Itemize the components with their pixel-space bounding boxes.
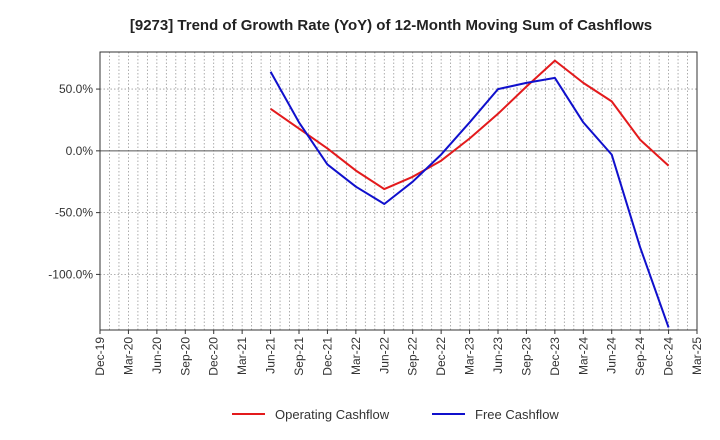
x-tick-label: Mar-22 — [349, 337, 363, 375]
x-tick-label: Jun-23 — [491, 337, 505, 374]
y-axis: 50.0% 0.0% -50.0% -100.0% — [48, 82, 100, 281]
x-tick-label: Dec-21 — [320, 337, 334, 376]
series-line-operating-cashflow — [270, 59, 670, 191]
legend-label: Operating Cashflow — [275, 407, 390, 422]
series-lines — [269, 59, 670, 328]
x-tick-label: Sep-24 — [633, 337, 647, 376]
x-tick-label: Jun-24 — [605, 337, 619, 374]
x-tick-label: Sep-21 — [292, 337, 306, 376]
series-line-free-cashflow — [269, 71, 670, 328]
legend: Operating Cashflow Free Cashflow — [232, 407, 559, 422]
y-tick-label: 50.0% — [59, 82, 93, 96]
x-tick-label: Dec-24 — [662, 337, 676, 376]
x-tick-label: Mar-23 — [463, 337, 477, 375]
x-tick-label: Dec-20 — [207, 337, 221, 376]
x-tick-label: Jun-20 — [150, 337, 164, 374]
x-tick-label: Mar-21 — [235, 337, 249, 375]
x-tick-label: Jun-21 — [264, 337, 278, 374]
y-tick-label: -100.0% — [48, 267, 93, 281]
x-tick-label: Jun-22 — [377, 337, 391, 374]
y-tick-label: 0.0% — [66, 144, 94, 158]
x-tick-label: Dec-22 — [434, 337, 448, 376]
x-tick-label: Mar-20 — [121, 337, 135, 375]
x-tick-label: Sep-20 — [178, 337, 192, 376]
legend-label: Free Cashflow — [475, 407, 559, 422]
x-tick-label: Sep-22 — [406, 337, 420, 376]
x-tick-label: Dec-19 — [93, 337, 107, 376]
grid — [100, 52, 697, 330]
x-tick-label: Mar-25 — [690, 337, 704, 375]
x-axis: Dec-19 Mar-20 Jun-20 Sep-20 Dec-20 Mar-21 Jun-… — [93, 330, 704, 376]
x-tick-label: Sep-23 — [519, 337, 533, 376]
x-tick-label: Mar-24 — [576, 337, 590, 375]
x-tick-label: Dec-23 — [548, 337, 562, 376]
chart-title: [9273] Trend of Growth Rate (YoY) of 12-… — [130, 17, 652, 34]
plot-frame — [99, 51, 698, 331]
y-tick-label: -50.0% — [55, 206, 93, 220]
